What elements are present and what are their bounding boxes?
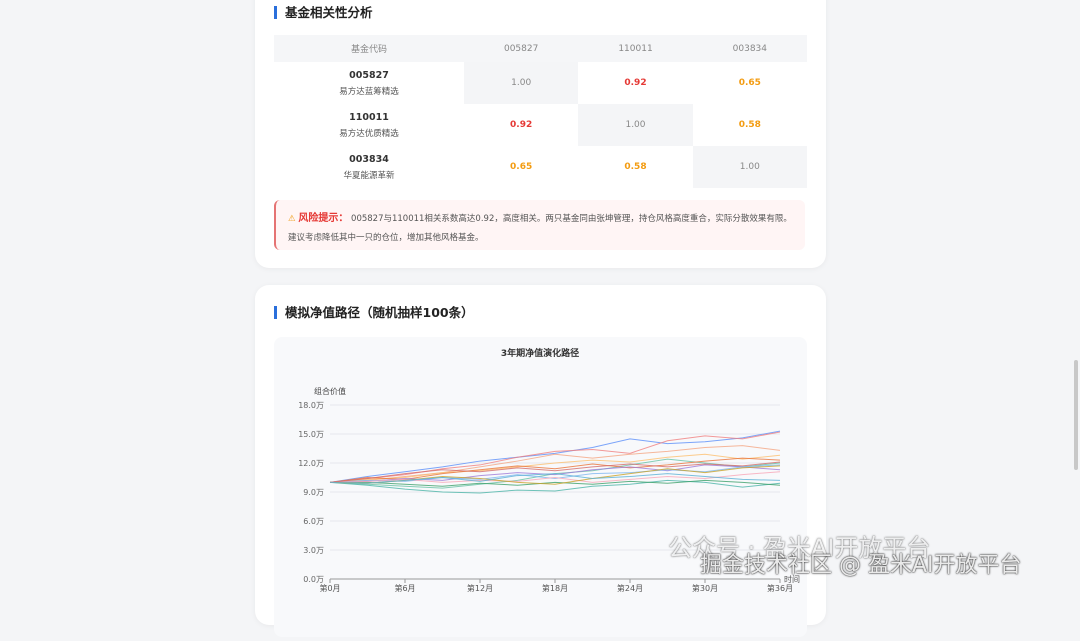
table-row: 110011 易方达优质精选 0.92 1.00 0.58 <box>274 104 807 146</box>
fund-cell: 005827 易方达蓝筹精选 <box>274 62 464 104</box>
column-header: 005827 <box>464 35 579 62</box>
column-header: 003834 <box>692 35 807 62</box>
alert-label: 风险提示： <box>298 213 349 224</box>
fund-cell: 110011 易方达优质精选 <box>274 104 464 146</box>
path-line <box>329 445 781 483</box>
fund-code: 005827 <box>349 69 389 81</box>
path-line <box>329 471 781 483</box>
path-line <box>329 473 781 484</box>
fund-name: 易方达优质精选 <box>339 128 399 139</box>
x-tick-label: 第36月 <box>767 583 793 593</box>
correlation-value: 1.00 <box>578 104 693 146</box>
x-tick-label: 第24月 <box>617 583 643 593</box>
correlation-table: 基金代码 005827 110011 003834 005827 易方达蓝筹精选 1.00… <box>274 35 807 188</box>
fund-code: 110011 <box>349 111 389 123</box>
table-row: 003834 华夏能源革新 0.65 0.58 1.00 <box>274 146 807 188</box>
section-title: 模拟净值路径（随机抽样100条） <box>274 306 474 319</box>
simulation-card: 模拟净值路径（随机抽样100条） 3年期净值演化路径组合价值 0.0万 3.0万 6.… <box>255 285 826 637</box>
correlation-card: 基金相关性分析 基金代码 005827 110011 003834 005827 易方达… <box>255 0 826 268</box>
warning-icon: ⚠ <box>288 214 296 224</box>
x-tick-label: 第12月 <box>467 583 493 593</box>
x-axis-label: 时间 <box>784 574 800 584</box>
path-line <box>329 464 781 483</box>
fund-code: 003834 <box>349 153 389 165</box>
x-tick-label: 第0月 <box>319 583 340 593</box>
column-header: 基金代码 <box>274 35 464 62</box>
correlation-value: 0.58 <box>738 120 761 130</box>
table-row: 005827 易方达蓝筹精选 1.00 0.92 0.65 <box>274 62 807 104</box>
correlation-value: 0.65 <box>738 78 761 88</box>
y-tick-label: 9.0万 <box>303 488 324 497</box>
alert-text: 005827与110011相关系数高达0.92，高度相关。两只基金同由张坤管理，… <box>288 214 792 243</box>
correlation-value: 1.00 <box>464 62 579 104</box>
y-tick-label: 12.0万 <box>298 459 324 468</box>
x-tick-label: 第30月 <box>692 583 718 593</box>
y-tick-label: 18.0万 <box>298 401 324 410</box>
path-line <box>329 461 781 483</box>
path-line <box>329 431 781 483</box>
correlation-value: 0.92 <box>624 78 647 88</box>
watermark-line2: 掘金技术社区 @ 盈米AI开放平台 <box>700 553 1022 578</box>
column-header: 110011 <box>578 35 693 62</box>
scrollbar[interactable] <box>1074 360 1078 470</box>
chart-title: 3年期净值演化路径 <box>501 347 579 359</box>
chart-panel: 3年期净值演化路径组合价值 0.0万 3.0万 6.0万 9.0万 12.0万 15.0万 1… <box>274 337 807 637</box>
correlation-value: 0.58 <box>624 162 647 172</box>
watermark-line1: 公众号 · 盈米AI开放平台 <box>668 534 931 562</box>
y-tick-label: 15.0万 <box>298 430 324 439</box>
correlation-value: 0.92 <box>510 120 533 130</box>
y-axis-label: 组合价值 <box>314 386 346 396</box>
path-line <box>329 453 781 483</box>
path-line <box>329 479 781 494</box>
fund-cell: 003834 华夏能源革新 <box>274 146 464 188</box>
x-tick-label: 第18月 <box>542 583 568 593</box>
correlation-value: 1.00 <box>692 146 807 188</box>
section-title: 基金相关性分析 <box>274 6 373 19</box>
path-line <box>329 430 781 483</box>
y-tick-label: 6.0万 <box>303 517 324 526</box>
fund-name: 易方达蓝筹精选 <box>339 86 399 97</box>
path-line <box>330 479 781 487</box>
correlation-value: 0.65 <box>510 162 533 172</box>
path-line <box>329 464 781 483</box>
y-tick-label: 3.0万 <box>303 546 324 555</box>
y-tick-label: 0.0万 <box>303 575 324 584</box>
fund-name: 华夏能源革新 <box>343 170 395 181</box>
risk-alert: ⚠ 风险提示： 005827与110011相关系数高达0.92，高度相关。两只基… <box>274 200 805 250</box>
x-tick-label: 第6月 <box>394 583 415 593</box>
